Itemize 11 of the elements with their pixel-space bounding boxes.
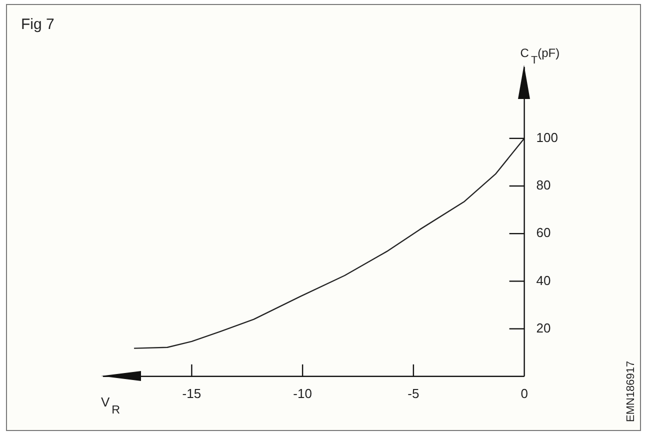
x-tick-label: 0 xyxy=(520,386,528,401)
y-tick-label: 100 xyxy=(536,130,558,145)
y-tick-label: 60 xyxy=(536,225,551,240)
x-tick-label: -10 xyxy=(293,386,312,401)
x-tick-label: -5 xyxy=(408,386,420,401)
y-tick-label: 20 xyxy=(536,320,551,336)
text: EMN186917 xyxy=(625,360,637,422)
chart-title: Fig 7 xyxy=(21,16,54,33)
y-tick-label: 40 xyxy=(536,272,551,288)
x-tick-label: -15 xyxy=(182,386,202,401)
y-tick-label: 80 xyxy=(536,178,551,193)
